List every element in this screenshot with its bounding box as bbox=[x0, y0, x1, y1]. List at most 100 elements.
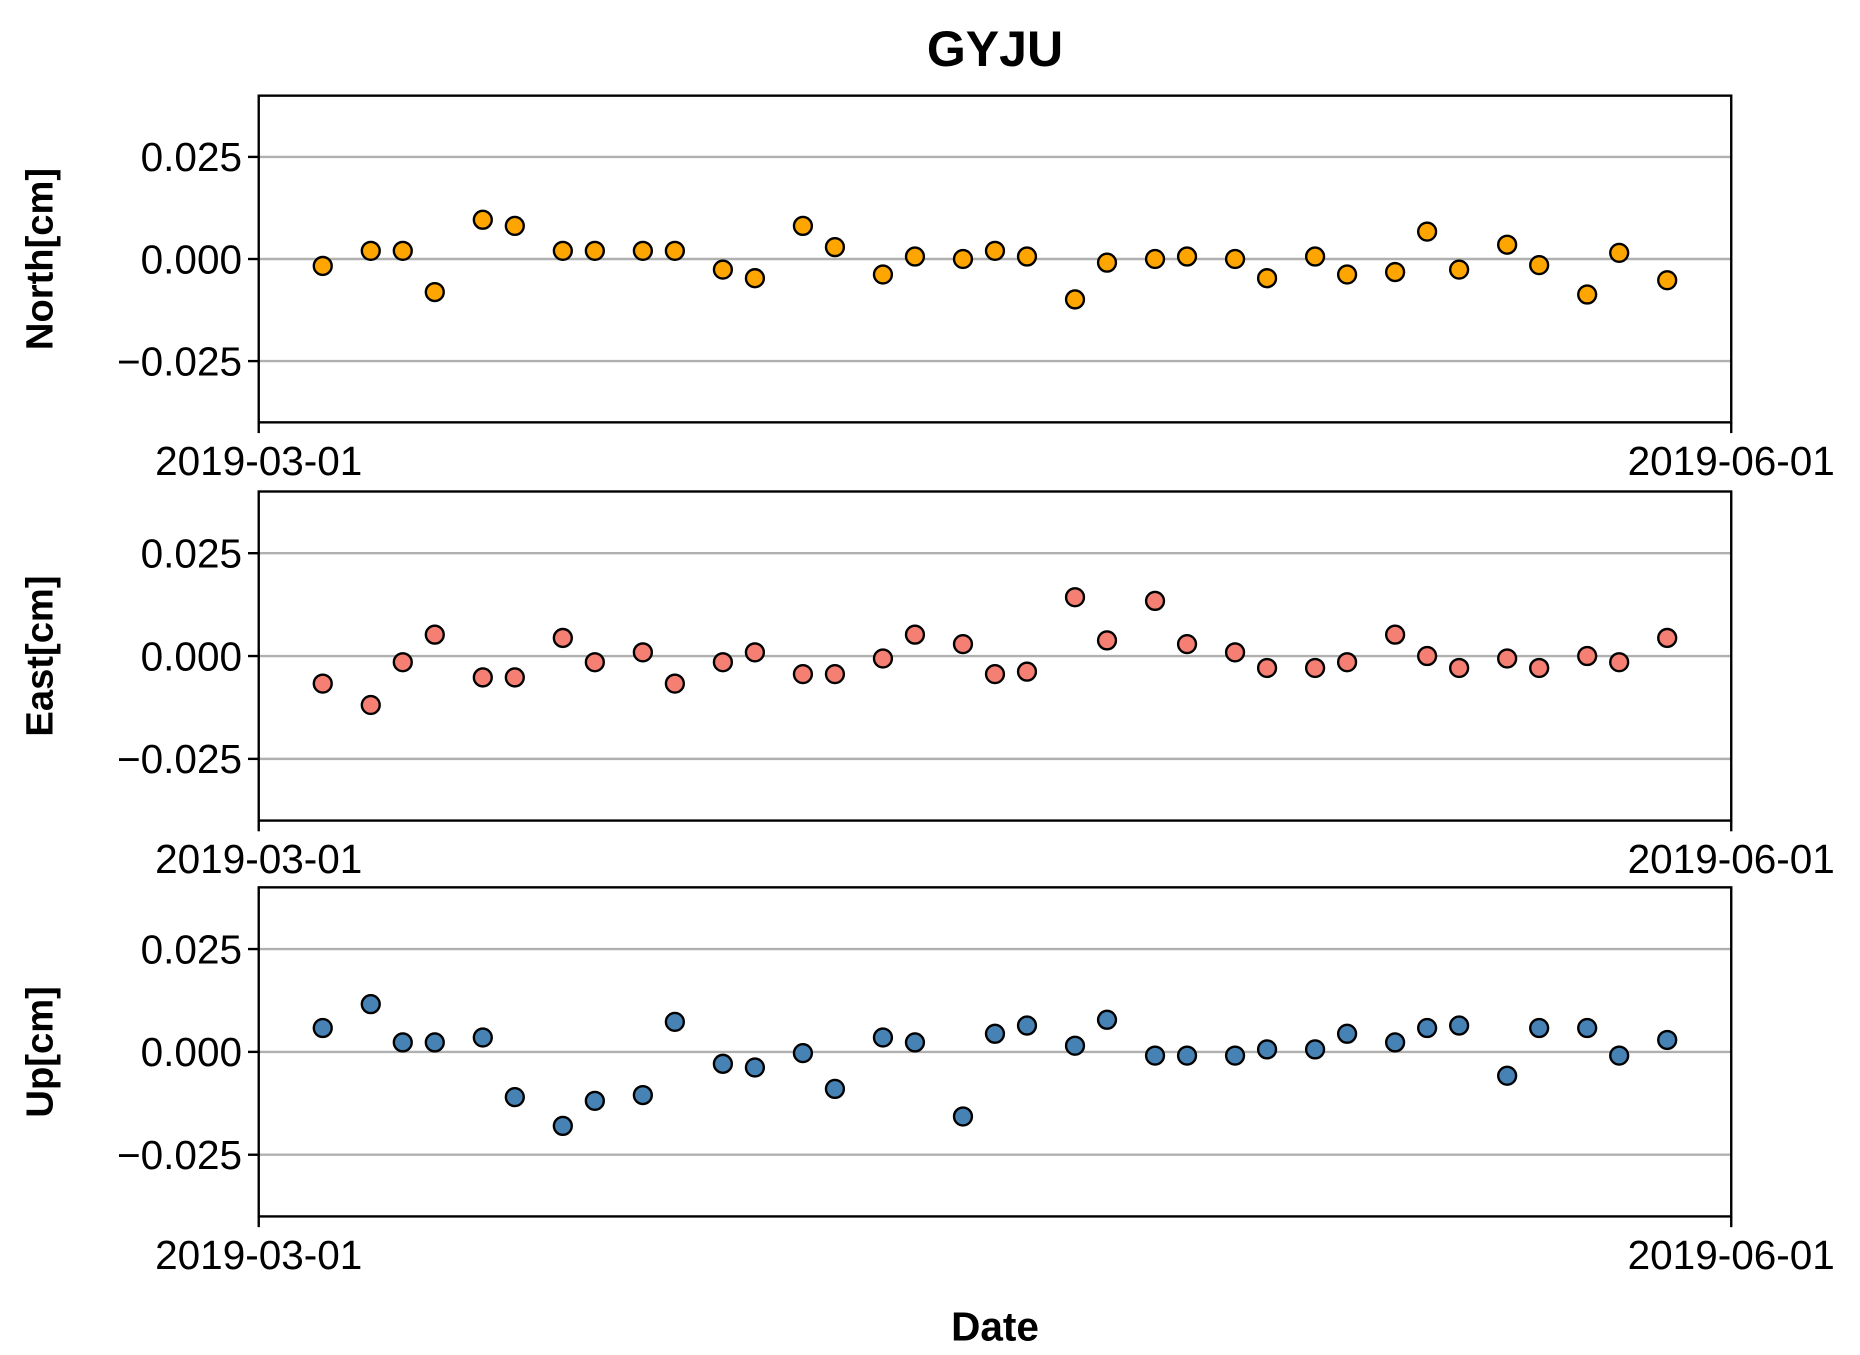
data-point bbox=[584, 652, 605, 673]
data-point bbox=[824, 1078, 846, 1100]
data-point bbox=[1384, 261, 1406, 283]
data-point bbox=[1176, 1045, 1198, 1066]
data-point bbox=[1064, 289, 1086, 310]
data-point bbox=[312, 1017, 333, 1039]
data-point bbox=[1336, 1023, 1358, 1044]
y-tick-label: 0.000 bbox=[141, 633, 242, 679]
data-point bbox=[1064, 1035, 1086, 1056]
data-point bbox=[472, 1027, 493, 1048]
data-point bbox=[1657, 1029, 1678, 1051]
data-point bbox=[1609, 1045, 1630, 1066]
data-point bbox=[472, 209, 493, 230]
data-point bbox=[664, 1011, 686, 1032]
data-point bbox=[952, 1106, 974, 1127]
data-point bbox=[1256, 657, 1278, 679]
data-point bbox=[792, 664, 814, 685]
data-point bbox=[744, 268, 766, 289]
x-tick-label: 2019-03-01 bbox=[155, 438, 362, 484]
x-tick-label: 2019-06-01 bbox=[1628, 438, 1835, 484]
data-point bbox=[1577, 284, 1598, 305]
data-point bbox=[984, 664, 1006, 685]
y-tick-label: 0.025 bbox=[141, 531, 242, 577]
data-point bbox=[1416, 1017, 1438, 1039]
data-point bbox=[712, 1053, 734, 1074]
data-point bbox=[632, 642, 653, 663]
data-point bbox=[1096, 252, 1118, 273]
data-point bbox=[984, 1023, 1006, 1044]
data-point bbox=[664, 240, 686, 261]
data-point bbox=[1224, 1045, 1246, 1066]
data-point bbox=[552, 1115, 573, 1137]
data-point bbox=[1657, 627, 1678, 649]
data-point bbox=[712, 259, 734, 280]
data-point bbox=[872, 648, 894, 669]
plot-frame bbox=[257, 94, 1733, 424]
data-point bbox=[1609, 652, 1630, 673]
y-axis-label: East[cm] bbox=[18, 575, 61, 736]
data-point bbox=[1144, 590, 1166, 612]
data-point bbox=[952, 248, 974, 270]
data-point bbox=[1304, 657, 1326, 679]
data-point bbox=[1577, 1017, 1598, 1039]
data-point bbox=[1224, 642, 1246, 663]
data-point bbox=[1336, 264, 1358, 285]
data-point bbox=[552, 627, 573, 649]
y-tick-label: −0.025 bbox=[117, 736, 242, 782]
data-point bbox=[1529, 254, 1550, 276]
plot-frame bbox=[257, 490, 1733, 822]
data-point bbox=[504, 1086, 525, 1108]
data-point bbox=[1416, 221, 1438, 242]
data-point bbox=[504, 215, 525, 237]
data-point bbox=[1304, 1039, 1326, 1060]
data-point bbox=[952, 633, 974, 655]
data-point bbox=[1176, 633, 1198, 655]
x-tick-label: 2019-06-01 bbox=[1628, 1232, 1835, 1278]
data-point bbox=[1529, 657, 1550, 679]
y-tick-label: 0.025 bbox=[141, 134, 242, 180]
data-point bbox=[712, 652, 734, 673]
data-point bbox=[1144, 248, 1166, 270]
data-point bbox=[1497, 1065, 1518, 1086]
data-point bbox=[424, 1032, 445, 1053]
data-point bbox=[1016, 661, 1038, 682]
data-point bbox=[1096, 1009, 1118, 1030]
data-point bbox=[1304, 246, 1326, 267]
data-point bbox=[1449, 1015, 1470, 1036]
data-point bbox=[744, 642, 766, 663]
data-point bbox=[1256, 1039, 1278, 1060]
data-point bbox=[360, 994, 381, 1015]
data-point bbox=[392, 652, 413, 673]
data-point bbox=[1449, 259, 1470, 280]
data-point bbox=[360, 694, 381, 716]
data-point bbox=[1016, 246, 1038, 267]
data-point bbox=[1416, 645, 1438, 667]
data-point bbox=[744, 1057, 766, 1078]
data-point bbox=[1064, 587, 1086, 608]
data-point bbox=[584, 240, 605, 261]
data-point bbox=[504, 667, 525, 688]
data-point bbox=[792, 215, 814, 237]
data-point bbox=[632, 1084, 653, 1106]
data-point bbox=[424, 281, 445, 303]
x-axis-label: Date bbox=[951, 1303, 1039, 1349]
data-point bbox=[1497, 234, 1518, 255]
data-point bbox=[392, 240, 413, 261]
data-point bbox=[1609, 242, 1630, 264]
y-tick-label: −0.025 bbox=[117, 1132, 242, 1178]
data-point bbox=[904, 1032, 926, 1053]
data-point bbox=[360, 240, 381, 261]
chart-title: GYJU bbox=[927, 21, 1063, 77]
plot-frame bbox=[257, 886, 1733, 1218]
data-point bbox=[1176, 246, 1198, 267]
data-point bbox=[1449, 657, 1470, 679]
data-point bbox=[1336, 652, 1358, 673]
data-point bbox=[824, 237, 846, 258]
data-point bbox=[1384, 1032, 1406, 1053]
y-tick-label: −0.025 bbox=[117, 338, 242, 384]
data-point bbox=[824, 664, 846, 685]
data-point bbox=[632, 240, 653, 261]
y-axis-label: North[cm] bbox=[18, 168, 61, 350]
data-point bbox=[552, 240, 573, 261]
